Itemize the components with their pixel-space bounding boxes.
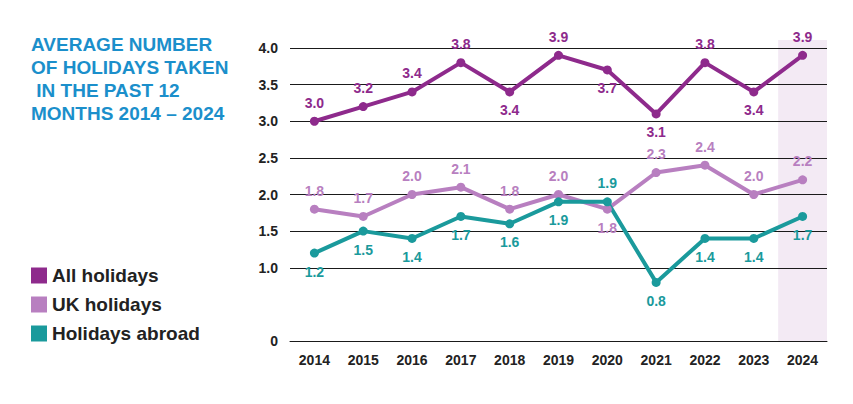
svg-text:3.4: 3.4 [402, 65, 422, 81]
svg-text:1.7: 1.7 [353, 190, 373, 206]
svg-text:3.1: 3.1 [646, 124, 666, 140]
svg-text:1.8: 1.8 [305, 183, 325, 199]
svg-text:3.8: 3.8 [695, 36, 715, 52]
svg-text:2022: 2022 [689, 352, 720, 368]
svg-text:2020: 2020 [592, 352, 623, 368]
svg-text:2023: 2023 [738, 352, 769, 368]
svg-text:2.0: 2.0 [402, 168, 422, 184]
svg-text:MONTHS 2014 – 2024: MONTHS 2014 – 2024 [31, 103, 225, 124]
svg-text:4.0: 4.0 [259, 40, 279, 56]
svg-text:2.5: 2.5 [259, 150, 279, 166]
svg-text:1.8: 1.8 [500, 183, 520, 199]
svg-text:1.5: 1.5 [353, 242, 373, 258]
svg-text:3.0: 3.0 [305, 95, 325, 111]
svg-text:1.6: 1.6 [500, 234, 520, 250]
svg-text:UK holidays: UK holidays [52, 294, 162, 315]
svg-text:3.2: 3.2 [353, 80, 373, 96]
svg-text:2.0: 2.0 [259, 187, 279, 203]
svg-text:3.9: 3.9 [549, 29, 569, 45]
svg-text:1.7: 1.7 [451, 227, 471, 243]
svg-text:3.8: 3.8 [451, 36, 471, 52]
svg-text:All holidays: All holidays [52, 265, 159, 286]
svg-text:1.9: 1.9 [549, 212, 569, 228]
svg-text:1.0: 1.0 [259, 260, 279, 276]
svg-text:1.4: 1.4 [744, 249, 764, 265]
svg-text:1.5: 1.5 [259, 223, 279, 239]
svg-text:1.2: 1.2 [305, 264, 325, 280]
svg-text:1.4: 1.4 [695, 249, 715, 265]
svg-text:2018: 2018 [494, 352, 525, 368]
svg-text:1.4: 1.4 [402, 249, 422, 265]
svg-text:2014: 2014 [299, 352, 330, 368]
svg-text:2.3: 2.3 [646, 146, 666, 162]
svg-text:2.0: 2.0 [549, 168, 569, 184]
svg-text:2015: 2015 [348, 352, 379, 368]
svg-text:1.9: 1.9 [598, 175, 618, 191]
svg-text:2.1: 2.1 [451, 161, 471, 177]
svg-text:3.9: 3.9 [793, 29, 813, 45]
svg-text:AVERAGE NUMBER: AVERAGE NUMBER [31, 34, 218, 55]
svg-text:1.8: 1.8 [598, 220, 618, 236]
svg-text:2.0: 2.0 [744, 168, 764, 184]
svg-text:2021: 2021 [641, 352, 672, 368]
svg-text:Holidays abroad: Holidays abroad [52, 323, 200, 344]
svg-text:0: 0 [270, 333, 278, 349]
svg-text:2016: 2016 [396, 352, 427, 368]
svg-text:1.7: 1.7 [793, 227, 813, 243]
svg-text:2024: 2024 [787, 352, 818, 368]
svg-text:3.0: 3.0 [259, 113, 279, 129]
svg-text:3.4: 3.4 [500, 102, 520, 118]
svg-text:OF HOLIDAYS TAKEN: OF HOLIDAYS TAKEN [31, 57, 228, 78]
svg-text:3.4: 3.4 [744, 102, 764, 118]
svg-text:3.7: 3.7 [598, 80, 618, 96]
svg-text:3.5: 3.5 [259, 77, 279, 93]
svg-text:2.4: 2.4 [695, 139, 715, 155]
svg-text:2017: 2017 [445, 352, 476, 368]
svg-text:0.8: 0.8 [646, 293, 666, 309]
svg-text:IN THE PAST 12: IN THE PAST 12 [31, 80, 185, 101]
svg-text:2019: 2019 [543, 352, 574, 368]
svg-text:2.2: 2.2 [793, 153, 813, 169]
